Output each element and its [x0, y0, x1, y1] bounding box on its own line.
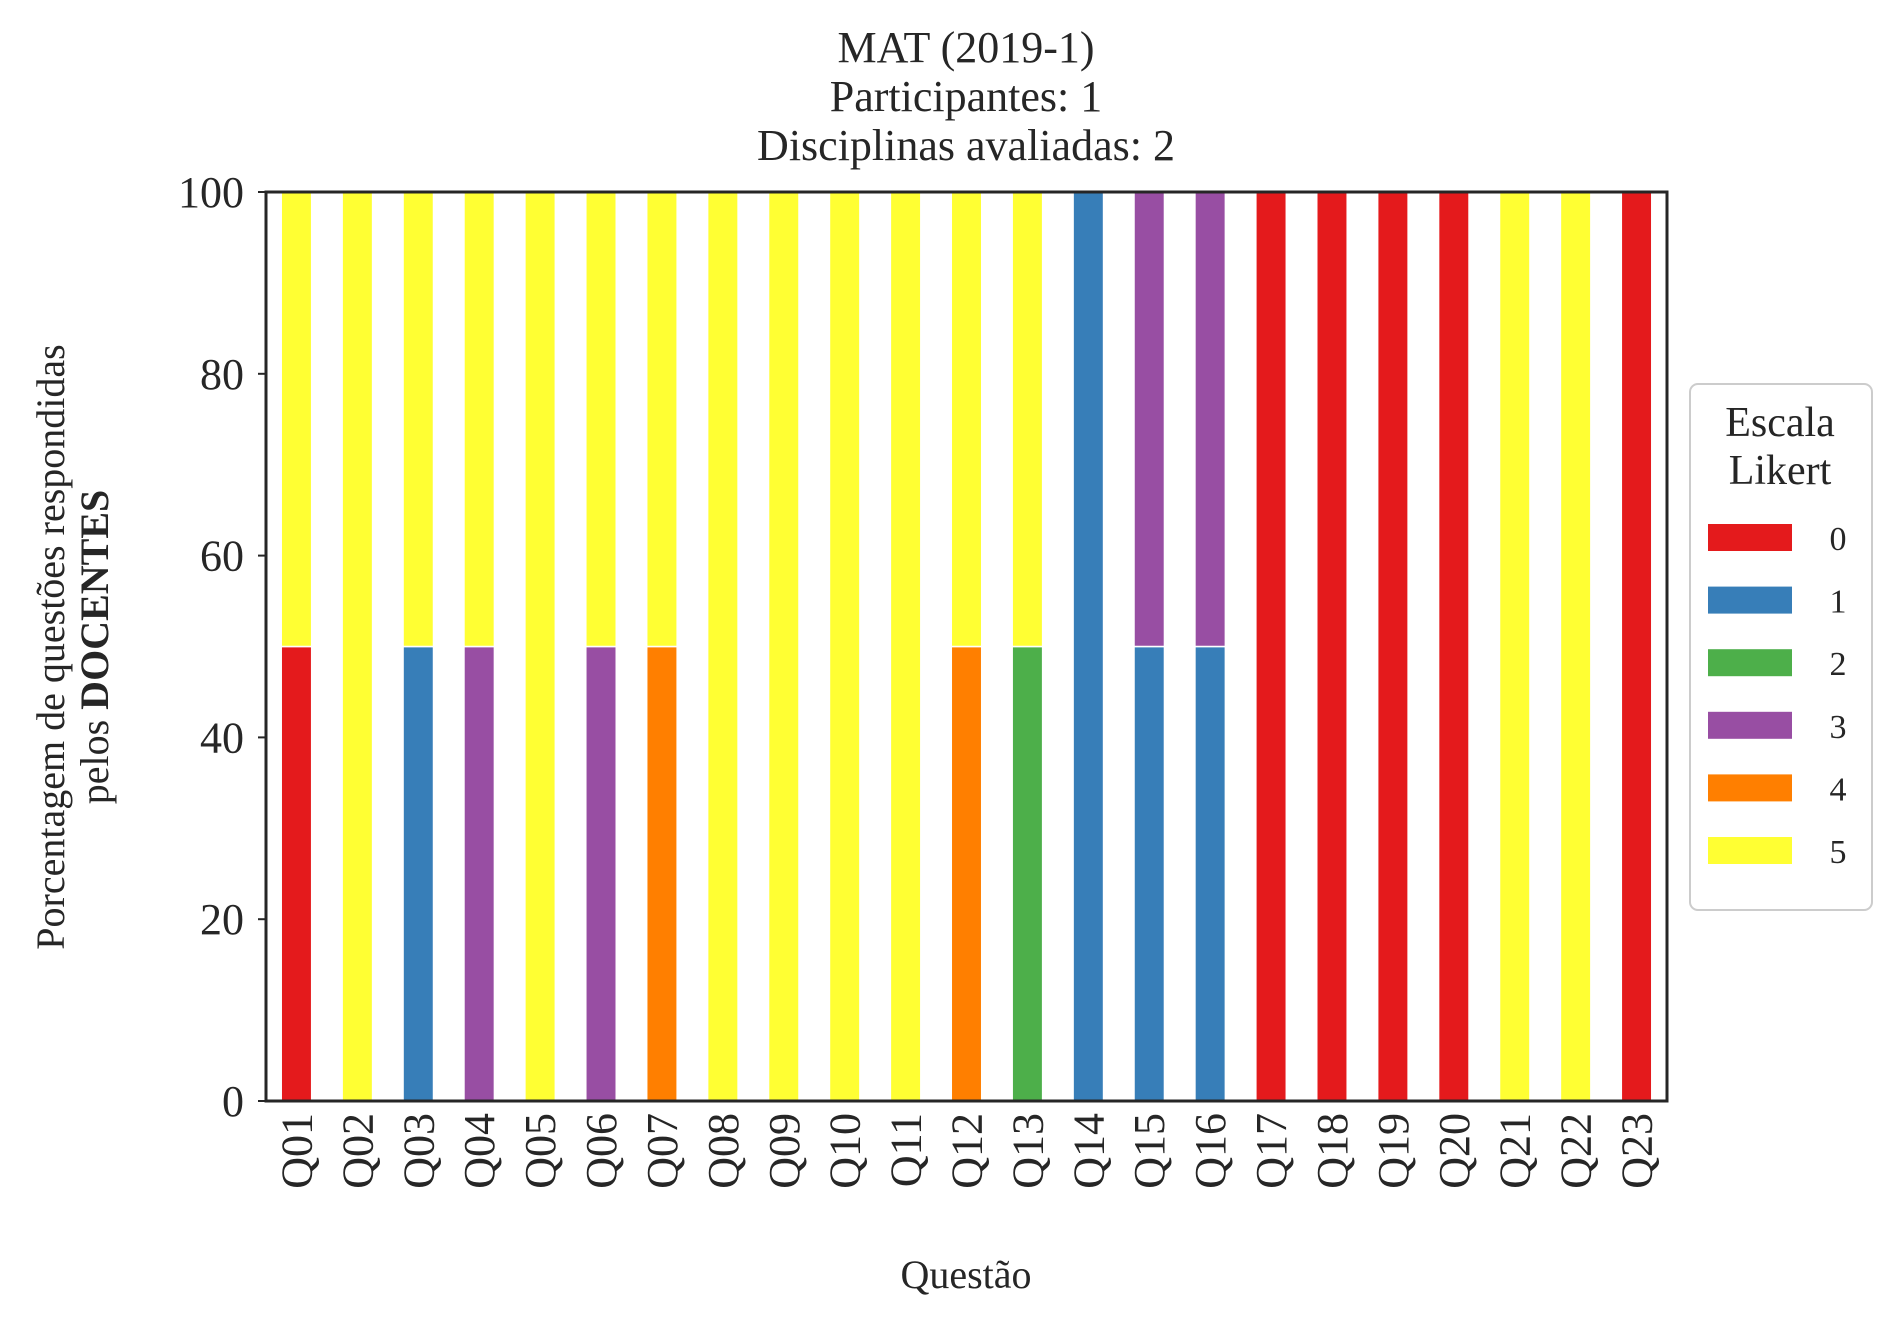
- x-tick-label: Q22: [1552, 1113, 1601, 1189]
- bar-q20-level-0: [1437, 191, 1470, 1102]
- legend: Escala Likert 0 1 2 3 4 5: [1689, 383, 1873, 911]
- bar-q14-level-1: [1072, 191, 1105, 1102]
- bar-q16-level-3: [1194, 191, 1227, 648]
- x-tick-label: Q12: [943, 1113, 992, 1189]
- x-tick-label: Q23: [1613, 1113, 1662, 1189]
- x-tick-label: Q19: [1369, 1113, 1418, 1189]
- legend-items: 0 1 2 3 4 5: [1708, 521, 1847, 871]
- legend-swatch-5: [1708, 837, 1792, 864]
- chart-title: MAT (2019-1) Participantes: 1 Disciplina…: [757, 23, 1175, 170]
- x-axis-ticks: Q01 Q02 Q03 Q04 Q05 Q06 Q07 Q08 Q09 Q10 Q11 Q12 Q13 Q…: [272, 1113, 1661, 1189]
- legend-swatch-3: [1708, 711, 1792, 739]
- bar-q09-level-5: [767, 191, 800, 1102]
- legend-label-5: 5: [1830, 834, 1847, 871]
- bar-q12-level-5: [950, 191, 983, 648]
- title-line-2: Participantes: 1: [830, 72, 1103, 121]
- bar-q15-level-1: [1133, 645, 1166, 1102]
- y-tick-label: 0: [222, 1077, 244, 1126]
- legend-swatch-4: [1708, 774, 1792, 802]
- bar-q15-level-3: [1133, 191, 1166, 648]
- bar-q07-level-4: [645, 645, 678, 1102]
- legend-label-0: 0: [1830, 521, 1847, 558]
- y-axis-ticks: 0 20 40 60 80 100: [178, 168, 266, 1126]
- x-tick-label: Q21: [1491, 1113, 1540, 1189]
- bar-q13-level-2: [1011, 645, 1044, 1102]
- bar-q01-level-5: [280, 191, 313, 648]
- legend-label-3: 3: [1830, 709, 1847, 746]
- y-axis-label-prefix: pelos: [72, 710, 117, 804]
- y-axis-label-bold: DOCENTES: [72, 490, 117, 710]
- bar-q17-level-0: [1255, 191, 1288, 1102]
- bar-q12-level-4: [950, 645, 983, 1102]
- y-axis-label: Porcentagem de questões respondidas pelo…: [28, 344, 117, 949]
- x-tick-label: Q04: [455, 1113, 504, 1189]
- legend-swatch-0: [1708, 524, 1792, 551]
- x-tick-label: Q17: [1247, 1113, 1296, 1189]
- x-tick-label: Q01: [272, 1113, 321, 1189]
- bar-q05-level-5: [524, 191, 557, 1102]
- y-tick-label: 60: [200, 532, 244, 581]
- bar-q06-level-3: [585, 645, 617, 1102]
- x-tick-label: Q02: [333, 1113, 382, 1189]
- legend-label-4: 4: [1830, 771, 1847, 808]
- bar-q03-level-1: [402, 645, 435, 1102]
- x-tick-label: Q06: [577, 1113, 626, 1189]
- x-tick-label: Q11: [882, 1113, 931, 1187]
- bar-q21-level-5: [1498, 191, 1531, 1102]
- bar-q08-level-5: [706, 191, 739, 1102]
- x-tick-label: Q05: [516, 1113, 565, 1189]
- x-tick-label: Q15: [1125, 1113, 1174, 1189]
- y-tick-label: 40: [200, 713, 244, 762]
- bar-q02-level-5: [341, 191, 374, 1102]
- legend-swatch-1: [1708, 586, 1792, 614]
- y-axis-label-line-1: Porcentagem de questões respondidas: [28, 344, 73, 949]
- x-tick-label: Q20: [1430, 1113, 1479, 1189]
- bar-q13-level-5: [1011, 191, 1044, 648]
- y-axis-label-line-2: pelos DOCENTES: [72, 490, 117, 805]
- x-tick-label: Q16: [1186, 1113, 1235, 1189]
- bar-q07-level-5: [645, 191, 678, 648]
- legend-label-2: 2: [1830, 646, 1847, 683]
- x-axis-label: Questão: [900, 1252, 1031, 1297]
- y-tick-label: 20: [200, 895, 244, 944]
- bar-q11-level-5: [889, 191, 922, 1102]
- bar-q22-level-5: [1559, 191, 1592, 1102]
- x-tick-label: Q09: [760, 1113, 809, 1189]
- bar-q16-level-1: [1194, 645, 1227, 1102]
- bar-q23-level-0: [1620, 191, 1653, 1102]
- y-tick-label: 100: [178, 168, 244, 217]
- legend-swatch-2: [1708, 649, 1792, 677]
- bar-q04-level-3: [463, 645, 496, 1102]
- x-tick-label: Q13: [1003, 1113, 1052, 1189]
- plot-frame: [264, 190, 1669, 1103]
- title-line-3: Disciplinas avaliadas: 2: [757, 121, 1175, 170]
- bars-layer: [280, 191, 1653, 1102]
- x-tick-label: Q07: [638, 1113, 687, 1189]
- legend-title-line-2: Likert: [1729, 448, 1832, 494]
- x-tick-label: Q14: [1064, 1113, 1113, 1189]
- y-tick-label: 80: [200, 350, 244, 399]
- bar-q04-level-5: [463, 191, 496, 648]
- legend-label-1: 1: [1830, 584, 1847, 621]
- bar-q18-level-0: [1316, 191, 1348, 1102]
- x-tick-label: Q08: [699, 1113, 748, 1189]
- x-tick-label: Q18: [1308, 1113, 1357, 1189]
- x-tick-label: Q10: [821, 1113, 870, 1189]
- x-tick-label: Q03: [394, 1113, 443, 1189]
- bar-q03-level-5: [402, 191, 435, 648]
- bar-q19-level-0: [1376, 191, 1409, 1102]
- bar-q01-level-0: [280, 645, 313, 1102]
- bar-q06-level-5: [585, 191, 617, 648]
- legend-title-line-1: Escala: [1725, 400, 1835, 446]
- title-line-1: MAT (2019-1): [837, 23, 1094, 72]
- bar-q10-level-5: [828, 191, 861, 1102]
